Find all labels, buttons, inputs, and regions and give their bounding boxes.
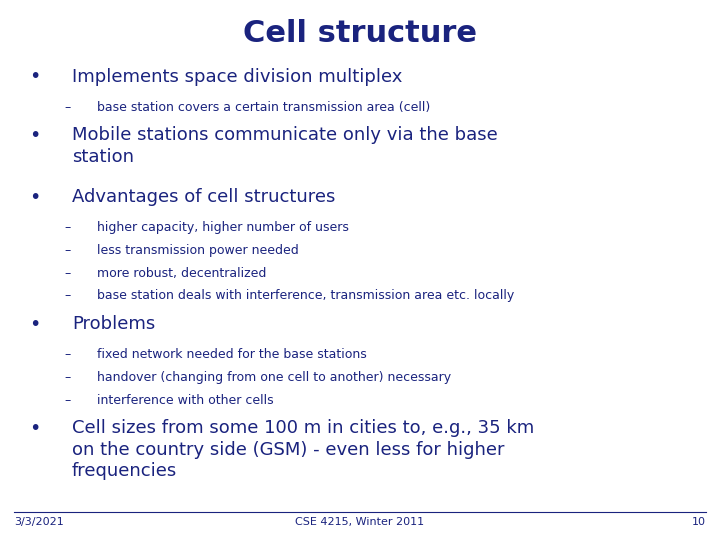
Text: 10: 10 [692,517,706,528]
Text: Cell sizes from some 100 m in cities to, e.g., 35 km
on the country side (GSM) -: Cell sizes from some 100 m in cities to,… [72,419,534,480]
Text: •: • [29,188,40,207]
Text: Problems: Problems [72,315,156,333]
Text: –: – [65,289,71,302]
Text: •: • [29,126,40,145]
Text: –: – [65,244,71,257]
Text: Advantages of cell structures: Advantages of cell structures [72,188,336,206]
Text: Implements space division multiplex: Implements space division multiplex [72,68,402,85]
Text: –: – [65,371,71,384]
Text: 3/3/2021: 3/3/2021 [14,517,64,528]
Text: handover (changing from one cell to another) necessary: handover (changing from one cell to anot… [97,371,451,384]
Text: –: – [65,394,71,407]
Text: fixed network needed for the base stations: fixed network needed for the base statio… [97,348,367,361]
Text: base station deals with interference, transmission area etc. locally: base station deals with interference, tr… [97,289,515,302]
Text: •: • [29,68,40,86]
Text: Mobile stations communicate only via the base
station: Mobile stations communicate only via the… [72,126,498,166]
Text: –: – [65,101,71,114]
Text: •: • [29,315,40,334]
Text: higher capacity, higher number of users: higher capacity, higher number of users [97,221,349,234]
Text: interference with other cells: interference with other cells [97,394,274,407]
Text: –: – [65,348,71,361]
Text: –: – [65,267,71,280]
Text: less transmission power needed: less transmission power needed [97,244,299,257]
Text: •: • [29,419,40,438]
Text: Cell structure: Cell structure [243,19,477,48]
Text: base station covers a certain transmission area (cell): base station covers a certain transmissi… [97,101,431,114]
Text: more robust, decentralized: more robust, decentralized [97,267,266,280]
Text: CSE 4215, Winter 2011: CSE 4215, Winter 2011 [295,517,425,528]
Text: –: – [65,221,71,234]
